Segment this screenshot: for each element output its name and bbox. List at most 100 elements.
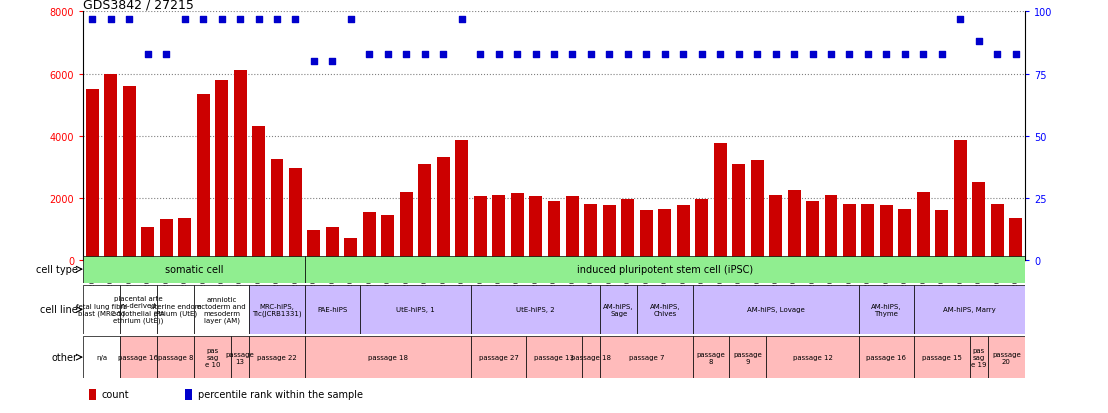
Bar xyxy=(914,337,970,378)
Bar xyxy=(253,127,265,260)
Text: passage 22: passage 22 xyxy=(257,354,297,360)
Bar xyxy=(696,200,708,260)
Point xyxy=(268,17,286,23)
Bar xyxy=(917,192,930,260)
Point xyxy=(360,51,378,58)
Bar xyxy=(474,197,486,260)
Bar xyxy=(954,141,967,260)
Bar xyxy=(585,204,597,260)
Bar xyxy=(305,285,360,335)
Bar xyxy=(104,74,117,260)
Bar xyxy=(471,337,526,378)
Text: pas
sag
e 19: pas sag e 19 xyxy=(971,347,986,367)
Text: cell type: cell type xyxy=(35,264,78,275)
Bar xyxy=(471,285,601,335)
Point xyxy=(933,51,951,58)
Text: passage 18: passage 18 xyxy=(368,354,408,360)
Bar xyxy=(308,231,320,260)
Point xyxy=(416,51,433,58)
Bar xyxy=(547,202,561,260)
Bar xyxy=(807,202,819,260)
Point xyxy=(582,51,599,58)
Bar xyxy=(935,211,948,260)
Text: uterine endom
etrium (UtE): uterine endom etrium (UtE) xyxy=(150,303,202,316)
Bar xyxy=(601,285,637,335)
Bar xyxy=(862,204,874,260)
Bar xyxy=(194,285,249,335)
Bar xyxy=(767,337,859,378)
Text: passage
9: passage 9 xyxy=(733,351,762,364)
Text: GDS3842 / 27215: GDS3842 / 27215 xyxy=(83,0,194,11)
Text: UtE-hiPS, 1: UtE-hiPS, 1 xyxy=(397,307,434,313)
Bar xyxy=(381,215,394,260)
Bar xyxy=(194,337,230,378)
Point xyxy=(601,51,618,58)
Bar xyxy=(249,285,305,335)
Bar xyxy=(234,71,246,260)
Bar xyxy=(289,169,301,260)
Point xyxy=(471,51,489,58)
Text: pas
sag
e 10: pas sag e 10 xyxy=(205,347,220,367)
Text: AM-hiPS, Lovage: AM-hiPS, Lovage xyxy=(747,307,804,313)
Bar xyxy=(360,285,471,335)
Bar xyxy=(345,239,358,260)
Point xyxy=(490,51,507,58)
Point xyxy=(1007,51,1025,58)
Point xyxy=(232,17,249,23)
Text: passage 16: passage 16 xyxy=(119,354,158,360)
Text: placental arte
ry-derived
endothelial (PA
ethrium (UtE)): placental arte ry-derived endothelial (P… xyxy=(112,296,165,324)
Point xyxy=(324,59,341,65)
Bar xyxy=(511,194,523,260)
Bar xyxy=(991,204,1004,260)
Text: AM-hiPS,
Sage: AM-hiPS, Sage xyxy=(604,303,634,316)
Bar xyxy=(120,337,157,378)
Bar xyxy=(83,256,305,283)
Point xyxy=(656,51,674,58)
Bar xyxy=(419,164,431,260)
Bar xyxy=(637,285,692,335)
Bar xyxy=(437,158,450,260)
Bar xyxy=(658,209,671,260)
Bar xyxy=(729,337,767,378)
Bar xyxy=(230,337,249,378)
Text: somatic cell: somatic cell xyxy=(165,264,223,275)
Point xyxy=(711,51,729,58)
Bar xyxy=(197,95,209,260)
Point xyxy=(379,51,397,58)
Bar xyxy=(732,164,746,260)
Bar xyxy=(530,197,542,260)
Text: UtE-hiPS, 2: UtE-hiPS, 2 xyxy=(516,307,555,313)
Bar xyxy=(157,337,194,378)
Point xyxy=(952,17,970,23)
Text: passage 13: passage 13 xyxy=(534,354,574,360)
Text: count: count xyxy=(102,389,130,399)
Point xyxy=(176,17,194,23)
Bar xyxy=(899,209,912,260)
Bar xyxy=(582,337,601,378)
Bar xyxy=(270,159,284,260)
Point xyxy=(914,51,932,58)
Point xyxy=(822,51,840,58)
Point xyxy=(859,51,876,58)
Bar xyxy=(526,337,582,378)
Text: passage
20: passage 20 xyxy=(992,351,1020,364)
Point xyxy=(213,17,230,23)
Point xyxy=(619,51,637,58)
Bar xyxy=(566,197,578,260)
Text: cell line: cell line xyxy=(40,305,78,315)
Point xyxy=(896,51,914,58)
Text: passage 18: passage 18 xyxy=(571,354,611,360)
Bar xyxy=(83,285,120,335)
Text: fetal lung fibro
blast (MRC-5): fetal lung fibro blast (MRC-5) xyxy=(75,303,127,316)
Bar xyxy=(185,389,192,400)
Bar xyxy=(141,228,154,260)
Point xyxy=(878,51,895,58)
Point xyxy=(434,51,452,58)
Bar xyxy=(859,337,914,378)
Bar xyxy=(305,337,471,378)
Text: AM-hiPS, Marry: AM-hiPS, Marry xyxy=(943,307,996,313)
Text: MRC-hiPS,
Tic(JCRB1331): MRC-hiPS, Tic(JCRB1331) xyxy=(253,303,301,316)
Bar xyxy=(492,195,505,260)
Text: AM-hiPS,
Chives: AM-hiPS, Chives xyxy=(649,303,680,316)
Bar xyxy=(677,206,690,260)
